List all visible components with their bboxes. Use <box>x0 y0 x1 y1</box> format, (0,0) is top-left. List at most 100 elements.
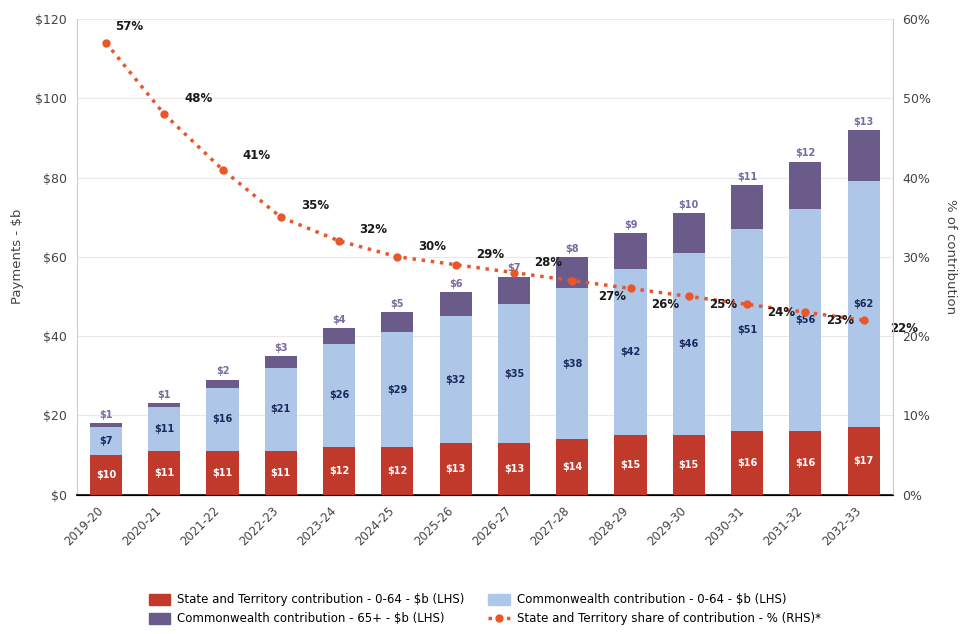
Bar <box>265 451 297 495</box>
Bar <box>673 253 705 435</box>
Bar <box>90 455 122 495</box>
Text: $12: $12 <box>387 466 407 476</box>
Text: $1: $1 <box>99 410 112 420</box>
Text: $12: $12 <box>795 148 815 158</box>
Text: $3: $3 <box>274 342 288 353</box>
Bar <box>732 186 763 229</box>
Text: 48%: 48% <box>184 92 213 105</box>
Bar <box>789 162 822 209</box>
Text: $42: $42 <box>620 347 640 357</box>
Text: 25%: 25% <box>709 298 737 311</box>
Text: $38: $38 <box>562 359 583 369</box>
Bar <box>732 431 763 495</box>
Text: $12: $12 <box>329 466 349 476</box>
Bar <box>148 408 180 451</box>
Text: 32%: 32% <box>359 223 388 236</box>
Text: $11: $11 <box>737 172 757 183</box>
Bar <box>148 403 180 408</box>
Text: $62: $62 <box>853 299 874 309</box>
Text: $11: $11 <box>271 468 291 478</box>
Bar <box>498 276 530 304</box>
Bar <box>556 439 588 495</box>
Text: $16: $16 <box>737 458 757 468</box>
Text: $17: $17 <box>853 456 874 466</box>
Text: $14: $14 <box>563 462 583 472</box>
Text: 24%: 24% <box>767 306 796 319</box>
Bar <box>90 427 122 455</box>
Bar <box>498 443 530 495</box>
Bar <box>673 435 705 495</box>
Text: $11: $11 <box>212 468 232 478</box>
Bar <box>381 313 414 332</box>
Text: 28%: 28% <box>535 256 563 269</box>
Text: $7: $7 <box>99 436 112 446</box>
Bar <box>324 328 355 344</box>
Bar <box>440 443 471 495</box>
Text: $5: $5 <box>391 299 404 309</box>
Text: $9: $9 <box>624 220 637 230</box>
Text: $7: $7 <box>507 263 520 273</box>
Text: $8: $8 <box>565 243 579 254</box>
Text: $26: $26 <box>329 391 349 401</box>
Bar <box>324 344 355 447</box>
Bar <box>265 368 297 451</box>
Bar <box>440 292 471 316</box>
Text: 27%: 27% <box>598 290 627 303</box>
Y-axis label: % of contribution: % of contribution <box>945 199 957 314</box>
Text: 35%: 35% <box>301 198 329 212</box>
Text: $15: $15 <box>679 460 699 470</box>
Bar <box>673 213 705 253</box>
Text: $11: $11 <box>155 424 175 434</box>
Bar <box>556 257 588 288</box>
Text: $32: $32 <box>445 375 466 385</box>
Text: $10: $10 <box>679 200 699 210</box>
Bar <box>90 424 122 427</box>
Bar <box>732 229 763 431</box>
Bar <box>206 387 238 451</box>
Bar <box>556 288 588 439</box>
Bar <box>440 316 471 443</box>
Text: $29: $29 <box>387 384 407 394</box>
Text: $11: $11 <box>155 468 175 478</box>
Text: 29%: 29% <box>476 249 504 261</box>
Text: $13: $13 <box>504 463 524 474</box>
Bar <box>381 447 414 495</box>
Text: 41%: 41% <box>243 149 271 162</box>
Text: $1: $1 <box>157 390 171 400</box>
Text: $4: $4 <box>332 315 346 325</box>
Text: $15: $15 <box>620 460 640 470</box>
Text: 23%: 23% <box>826 314 853 327</box>
Bar <box>789 209 822 431</box>
Text: $6: $6 <box>449 279 463 289</box>
Bar <box>206 380 238 387</box>
Text: 30%: 30% <box>418 240 445 254</box>
Text: $21: $21 <box>271 404 291 415</box>
Bar <box>848 130 879 181</box>
Text: $51: $51 <box>737 325 757 335</box>
Bar <box>148 451 180 495</box>
Text: $46: $46 <box>679 339 699 349</box>
Text: $16: $16 <box>212 414 232 424</box>
Text: 26%: 26% <box>651 298 679 311</box>
Bar <box>265 356 297 368</box>
Bar <box>848 427 879 495</box>
Bar <box>498 304 530 443</box>
Bar <box>614 233 646 269</box>
Bar <box>848 181 879 427</box>
Text: 22%: 22% <box>890 321 918 335</box>
Text: $10: $10 <box>96 470 116 480</box>
Text: $16: $16 <box>795 458 815 468</box>
Bar <box>324 447 355 495</box>
Text: 57%: 57% <box>114 20 143 34</box>
Text: $13: $13 <box>853 117 874 127</box>
Text: $56: $56 <box>795 315 815 325</box>
Bar <box>381 332 414 447</box>
Y-axis label: Payments - $b: Payments - $b <box>12 209 24 304</box>
Text: $13: $13 <box>445 463 466 474</box>
Bar <box>789 431 822 495</box>
Bar <box>206 451 238 495</box>
Text: $2: $2 <box>216 366 229 377</box>
Text: $35: $35 <box>504 368 524 378</box>
Legend: State and Territory contribution - 0-64 - $b (LHS), Commonwealth contribution - : State and Territory contribution - 0-64 … <box>143 588 827 631</box>
Bar <box>614 269 646 435</box>
